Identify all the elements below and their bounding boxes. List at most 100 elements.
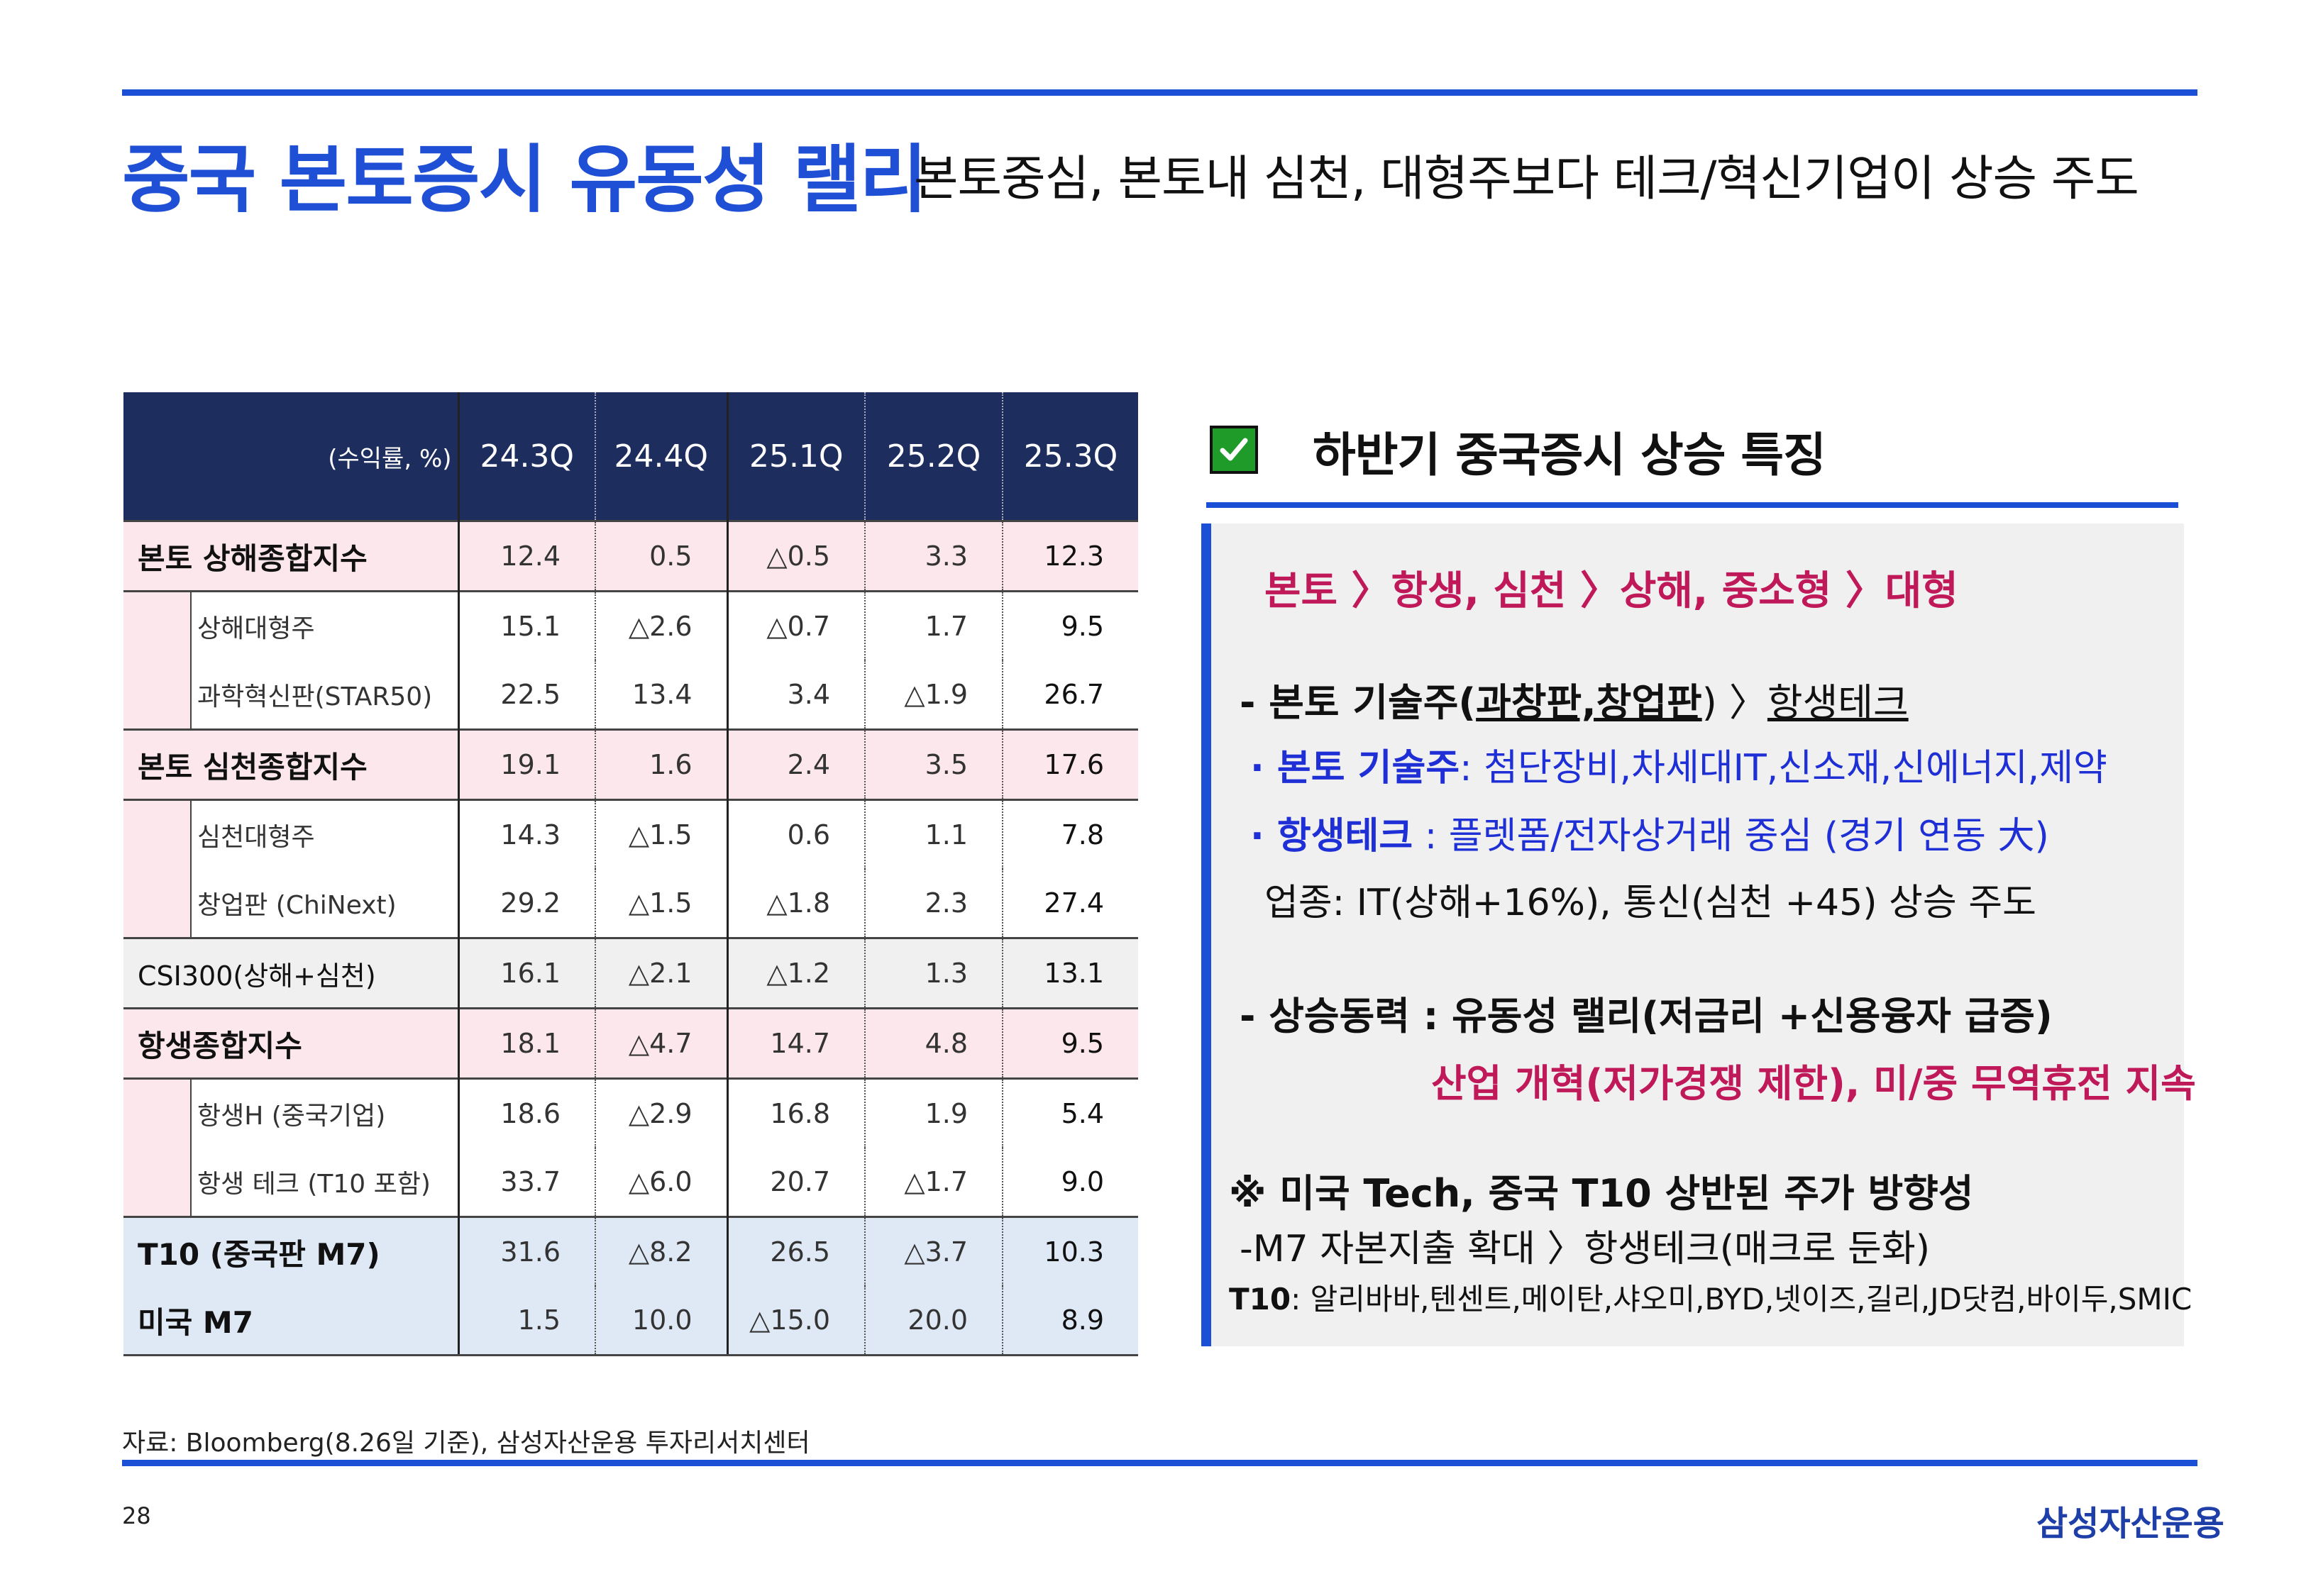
table-row: 과학혁신판(STAR50) 22.5 13.4 3.4 △1.9 26.7: [123, 660, 1139, 730]
row-label: 심천대형주: [189, 799, 459, 869]
cell: △0.7: [726, 590, 866, 660]
cell: 10.0: [595, 1286, 728, 1356]
cell: 14.7: [726, 1007, 866, 1079]
cell: 18.6: [457, 1077, 596, 1148]
panel-line-ranking: 본토 〉항생, 심천 〉상해, 중소형 〉대형: [1264, 568, 1958, 614]
cell: 4.8: [864, 1007, 1003, 1079]
text-span: ) 〉: [1701, 680, 1767, 725]
cell: 2.4: [726, 728, 866, 800]
panel-line-reform: 산업 개혁(저가경쟁 제한), 미/중 무역휴전 지속: [1431, 1061, 2196, 1106]
row-label: 본토 심천종합지수: [123, 728, 459, 800]
cell: 13.4: [595, 660, 728, 730]
cell: △1.5: [595, 869, 728, 938]
row-label: T10 (중국판 M7): [123, 1216, 459, 1286]
cell: 3.3: [864, 520, 1003, 592]
cell: 10.3: [1002, 1216, 1139, 1286]
checkmark-icon: [1220, 438, 1248, 461]
cell: △2.9: [595, 1077, 728, 1148]
cell: △6.0: [595, 1148, 728, 1217]
cell: 31.6: [457, 1216, 596, 1286]
cell: 15.1: [457, 590, 596, 660]
cell: 1.7: [864, 590, 1003, 660]
panel-title: 하반기 중국증시 상승 특징: [1313, 428, 1826, 482]
cell: 3.5: [864, 728, 1003, 800]
cell: 19.1: [457, 728, 596, 800]
column-header: 25.1Q: [726, 392, 866, 521]
cell: △1.2: [726, 937, 866, 1009]
table-row: 미국 M7 1.5 10.0 △15.0 20.0 8.9: [123, 1286, 1139, 1356]
panel-line-hangseng-tech: · 항생테크 : 플렛폼/전자상거래 중심 (경기 연동 大): [1250, 806, 2049, 859]
cell: 12.3: [1002, 520, 1139, 592]
cell: 8.9: [1002, 1286, 1139, 1356]
unit-label: (수익률, %): [123, 392, 459, 521]
panel-line-sectors: 업종: IT(상해+16%), 통신(심천 +45) 상승 주도: [1264, 882, 2036, 924]
cell: △0.5: [726, 520, 866, 592]
cell: △15.0: [726, 1286, 866, 1356]
row-label: 창업판 (ChiNext): [189, 869, 459, 938]
text-span: : 알리바바,텐센트,메이탄,샤오미,BYD,넷이즈,길리,JD닷컴,바이두,S…: [1291, 1282, 2192, 1317]
cell: 12.4: [457, 520, 596, 592]
cell: 2.3: [864, 869, 1003, 938]
table-row: 창업판 (ChiNext) 29.2 △1.5 △1.8 2.3 27.4: [123, 869, 1139, 938]
panel-line-tech: - 본토 기술주(과창판,창업판) 〉항생테크: [1240, 671, 1909, 727]
top-rule: [122, 89, 2197, 96]
cell: 16.8: [726, 1077, 866, 1148]
cell: 1.5: [457, 1286, 596, 1356]
cell: 3.4: [726, 660, 866, 730]
table-row: T10 (중국판 M7) 31.6 △8.2 26.5 △3.7 10.3: [123, 1216, 1139, 1286]
row-label: 과학혁신판(STAR50): [189, 660, 459, 730]
column-header: 25.3Q: [1002, 392, 1139, 521]
bottom-rule: [122, 1460, 2197, 1466]
row-label: 항생종합지수: [123, 1007, 459, 1079]
row-label: 미국 M7: [123, 1286, 459, 1356]
text-span: - 본토 기술주(: [1240, 680, 1477, 725]
cell: △1.5: [595, 799, 728, 869]
company-logo: 삼성자산운용: [2036, 1504, 2224, 1544]
table-row: 항생H (중국기업) 18.6 △2.9 16.8 1.9 5.4: [123, 1077, 1139, 1217]
table-row: 심천대형주 14.3 △1.5 0.6 1.1 7.8: [123, 799, 1139, 938]
cell: 29.2: [457, 869, 596, 938]
column-header: 24.4Q: [595, 392, 728, 521]
text-span: 과창판,창업판: [1476, 680, 1702, 725]
features-panel: 본토 〉항생, 심천 〉상해, 중소형 〉대형 - 본토 기술주(과창판,창업판…: [1201, 523, 2196, 1346]
panel-rule: [1206, 502, 2178, 508]
source-note: 자료: Bloomberg(8.26일 기준), 삼성자산운용 투자리서치센터: [122, 1429, 810, 1458]
panel-line-m7: -M7 자본지출 확대 〉항생테크(매크로 둔화): [1240, 1228, 1931, 1270]
page-subtitle: 본토중심, 본토내 심천, 대형주보다 테크/혁신기업이 상승 주도: [914, 151, 2139, 207]
cell: 0.5: [595, 520, 728, 592]
cell: △1.8: [726, 869, 866, 938]
row-label: 항생H (중국기업): [189, 1077, 459, 1148]
cell: 27.4: [1002, 869, 1139, 938]
cell: 17.6: [1002, 728, 1139, 800]
cell: △1.7: [864, 1148, 1003, 1217]
panel-line-drivers: - 상승동력 : 유동성 랠리(저금리 +신용융자 급증): [1240, 994, 2053, 1038]
cell: 9.0: [1002, 1148, 1139, 1217]
cell: 18.1: [457, 1007, 596, 1079]
cell: 13.1: [1002, 937, 1139, 1009]
page-title: 중국 본토증시 유동성 랠리: [122, 136, 927, 223]
text-span: : 플렛폼/전자상거래 중심 (경기 연동 大): [1413, 815, 2049, 858]
cell: 26.7: [1002, 660, 1139, 730]
cell: 33.7: [457, 1148, 596, 1217]
cell: 9.5: [1002, 1007, 1139, 1079]
cell: 9.5: [1002, 590, 1139, 660]
cell: 1.3: [864, 937, 1003, 1009]
checkbox-icon: [1210, 426, 1258, 474]
cell: 7.8: [1002, 799, 1139, 869]
table-row: 항생 테크 (T10 포함) 33.7 △6.0 20.7 △1.7 9.0: [123, 1148, 1139, 1217]
indent-cell: [123, 1077, 191, 1217]
text-span: : 첨단장비,차세대IT,신소재,신에너지,제약: [1460, 747, 2107, 789]
cell: 1.6: [595, 728, 728, 800]
table-row: CSI300(상해+심천) 16.1 △2.1 △1.2 1.3 13.1: [123, 937, 1139, 1009]
row-label: CSI300(상해+심천): [123, 937, 459, 1009]
cell: 5.4: [1002, 1077, 1139, 1148]
text-span: T10: [1229, 1282, 1291, 1317]
cell: △1.9: [864, 660, 1003, 730]
column-header: 24.3Q: [457, 392, 596, 521]
cell: △4.7: [595, 1007, 728, 1079]
cell: 20.7: [726, 1148, 866, 1217]
text-span: 항생테크: [1767, 680, 1909, 725]
indent-cell: [123, 799, 191, 938]
row-label: 본토 상해종합지수: [123, 520, 459, 592]
table-row: 상해대형주 15.1 △2.6 △0.7 1.7 9.5: [123, 590, 1139, 730]
